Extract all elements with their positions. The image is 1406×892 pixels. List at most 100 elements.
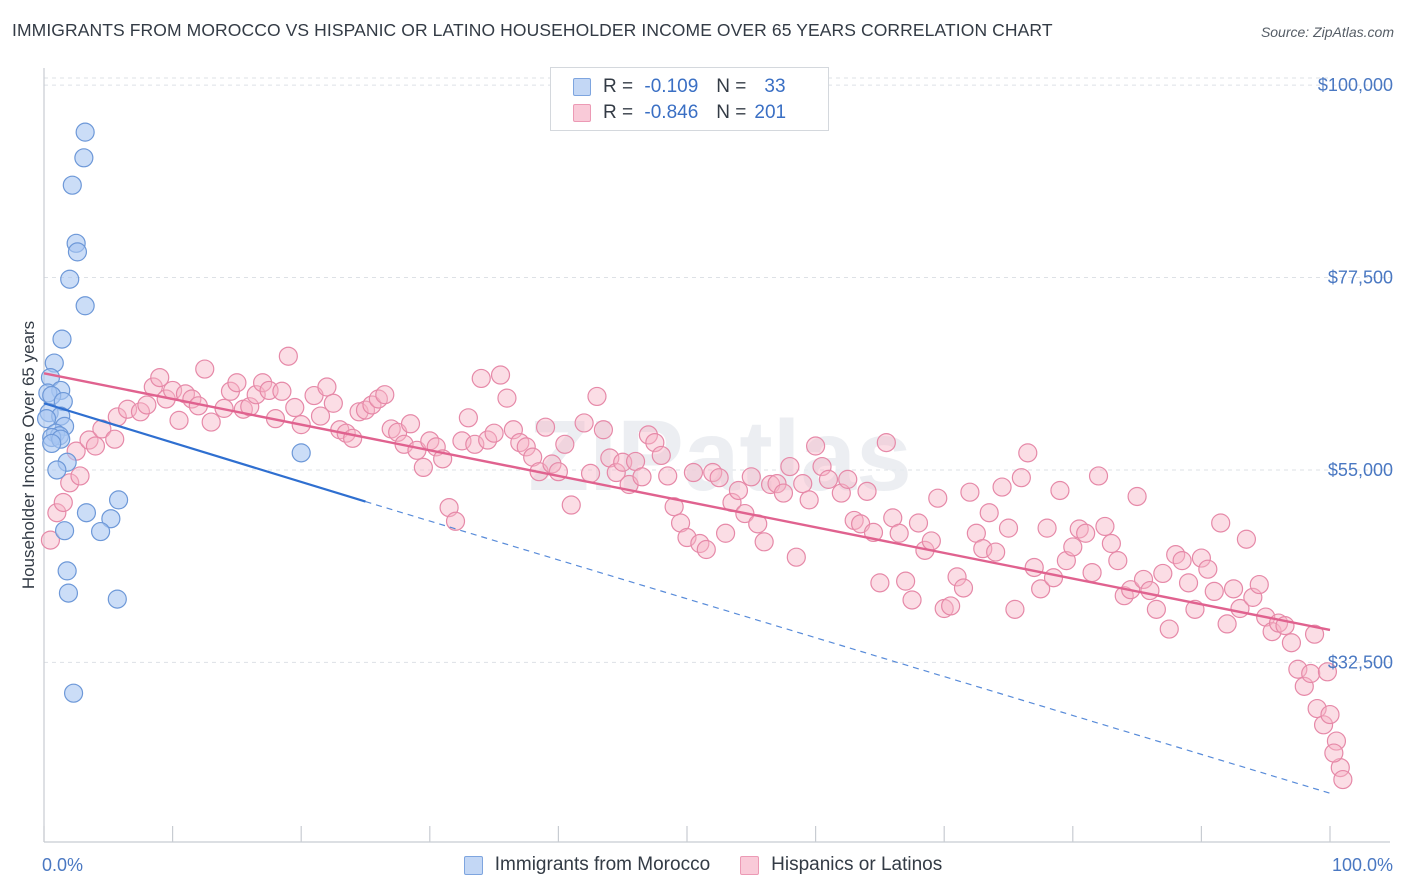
data-point-hispanics [1140,580,1160,601]
data-point-morocco [107,589,127,609]
data-point-hispanics [1024,557,1044,578]
data-point-hispanics [1204,581,1224,602]
data-point-morocco [108,490,129,510]
data-point-hispanics [921,531,941,551]
legend-n-value: 33 [764,76,786,97]
data-point-morocco [63,683,84,703]
data-point-hispanics [683,462,704,483]
legend-item-label: Hispanics or Latinos [771,854,943,875]
data-point-morocco [75,122,95,142]
data-point-morocco [47,460,67,480]
legend-n-value: 201 [754,102,787,123]
data-point-hispanics [857,481,877,501]
data-point-hispanics [818,469,839,489]
data-point-hispanics [1304,624,1325,644]
data-point-hispanics [490,365,511,385]
data-point-hispanics [908,513,929,533]
data-point-hispanics [1005,599,1025,619]
data-point-hispanics [1095,516,1115,537]
data-point-hispanics [587,386,607,407]
data-point-morocco [62,175,82,195]
data-point-hispanics [272,381,292,401]
series-legend: Immigrants from Morocco Hispanics or Lat… [0,853,1406,877]
data-point-hispanics [1198,559,1218,579]
data-point-hispanics [542,454,562,474]
legend-n-label: N = [716,76,747,97]
legend-row-hispanics: R = -0.846 N = 201 [573,101,786,125]
data-point-hispanics [1172,551,1192,571]
data-point-hispanics [928,488,948,508]
data-point-hispanics [593,420,614,440]
legend-r-value: -0.109 [644,76,699,97]
data-point-hispanics [201,412,221,432]
legend-item-label: Immigrants from Morocco [494,854,711,875]
data-point-hispanics [175,384,196,404]
data-point-hispanics [793,474,813,494]
data-point-hispanics [497,388,517,408]
data-point-hispanics [767,474,787,494]
data-point-hispanics [413,457,433,478]
stats-legend: R = -0.109 N = 33 R = -0.846 N = 201 [550,67,829,131]
data-point-morocco [75,296,95,316]
data-point-hispanics [838,469,858,489]
data-point-hispanics [728,480,749,501]
x-tick-label: 0.0% [42,855,83,875]
data-point-hispanics [1223,579,1244,599]
data-point-hispanics [889,523,909,543]
data-point-hispanics [1211,513,1231,533]
data-point-hispanics [465,434,485,454]
data-point-hispanics [1317,662,1338,682]
data-point-hispanics [1191,548,1212,568]
data-point-hispanics [458,408,478,428]
data-point-morocco [54,521,75,541]
data-point-hispanics [870,573,890,593]
data-point-hispanics [471,368,491,389]
data-point-hispanics [992,477,1012,497]
data-point-hispanics [1178,573,1199,593]
data-point-hispanics [1249,574,1269,595]
data-point-hispanics [1313,715,1334,735]
data-point-hispanics [1031,579,1051,599]
data-point-hispanics [285,397,305,418]
x-tick-label: 100.0% [1332,855,1393,875]
data-point-hispanics [561,495,581,515]
data-point-hispanics [60,473,80,493]
data-point-hispanics [1320,704,1340,725]
data-point-morocco [42,433,62,454]
legend-r-label: R = [603,102,634,123]
data-point-hispanics [574,413,594,433]
legend-row-morocco: R = -0.109 N = 33 [573,75,786,99]
trend-line-hispanics [43,372,1331,632]
data-point-hispanics [658,466,678,486]
data-point-hispanics [799,490,819,510]
data-point-hispanics [555,434,575,454]
data-point-hispanics [1133,569,1154,590]
data-point-hispanics [1326,731,1347,751]
data-point-hispanics [70,466,90,486]
data-point-hispanics [1037,518,1057,538]
data-point-hispanics [150,368,170,388]
y-tick-label: $77,500 [1328,268,1393,288]
data-point-hispanics [786,547,806,567]
data-point-hispanics [516,437,536,457]
data-point-hispanics [606,462,626,483]
trend-line-morocco [43,402,366,503]
data-point-morocco [74,148,94,168]
axes [43,68,1390,843]
data-point-hispanics [253,373,273,393]
legend-swatch-blue [463,855,483,875]
data-point-hispanics [1127,486,1147,507]
data-point-hispanics [1146,599,1166,619]
data-point-hispanics [445,511,466,531]
data-point-morocco [58,583,79,603]
data-point-hispanics [754,532,774,552]
data-point-hispanics [986,542,1006,562]
data-point-morocco [291,443,311,463]
data-point-hispanics [876,432,896,453]
data-point-hispanics [53,492,73,513]
data-point-hispanics [317,377,337,397]
data-point-hispanics [805,436,826,456]
data-point-hispanics [1333,769,1353,790]
data-point-hispanics [278,346,298,366]
